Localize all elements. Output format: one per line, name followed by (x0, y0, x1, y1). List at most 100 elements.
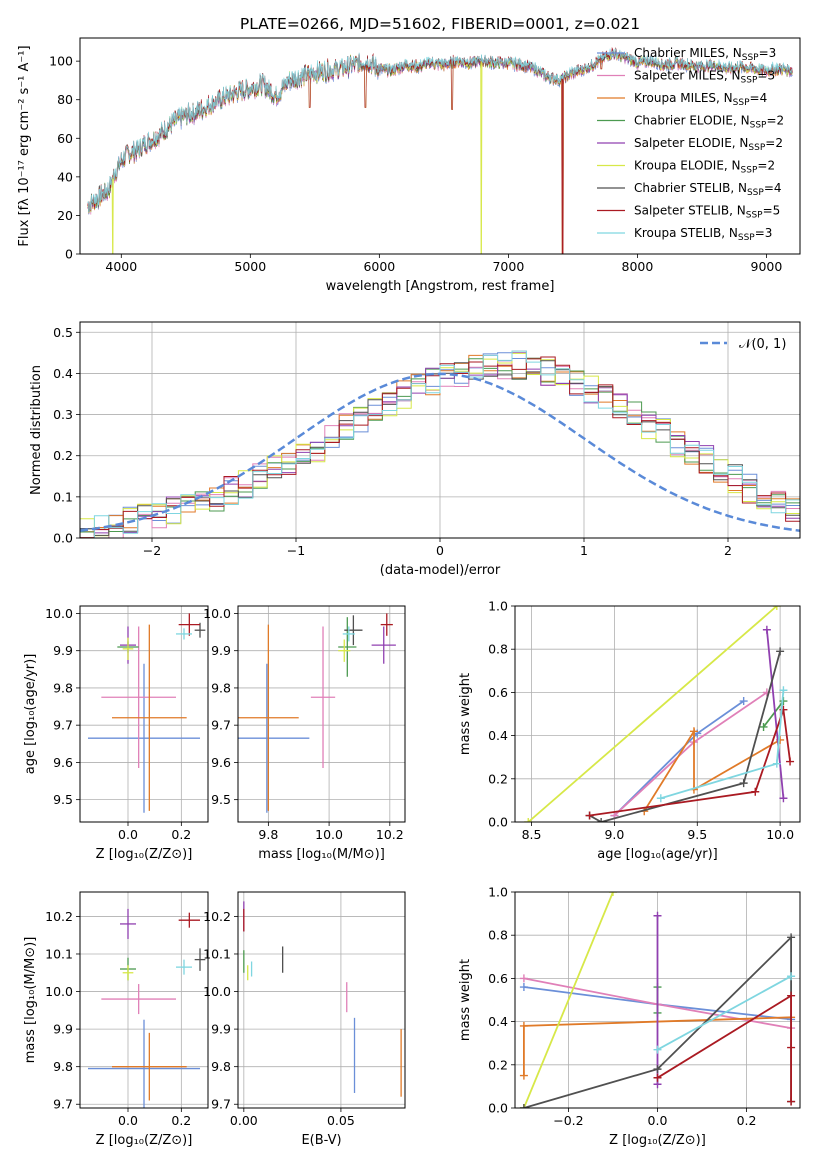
x-tick-label: −2 (143, 543, 161, 558)
weight-marker (776, 647, 785, 656)
age_vs_mass-panel: 9.8 10.0 10.2 9.5 9.6 9.7 9.8 9.9 10.0 mass [log₁… (203, 605, 406, 862)
histogram-chabrier-stelib (80, 360, 800, 538)
y-tick-label: 10.0 (203, 984, 231, 999)
x-tick-label: −1 (287, 543, 305, 558)
legend-label: Salpeter STELIB, NSSP=5 (634, 204, 780, 221)
x-tick-label: 9000 (751, 259, 783, 274)
y-tick-label: 9.9 (211, 1022, 231, 1037)
x-tick-label: 0 (436, 543, 444, 558)
weight-marker (762, 625, 771, 634)
weight-lines (524, 606, 795, 822)
y-tick-label: 0.2 (488, 771, 508, 786)
y-tick-label: 9.8 (53, 1059, 73, 1074)
weight-line (589, 709, 791, 817)
weight-marker (772, 606, 781, 610)
x-tick-label: 1 (580, 543, 588, 558)
y-axis-label: mass weight (458, 673, 473, 755)
histograms (80, 350, 800, 538)
x-axis-label: E(B-V) (301, 1133, 341, 1148)
legend-label: Salpeter ELODIE, NSSP=2 (634, 136, 783, 153)
errorbars (88, 908, 206, 1108)
x-axis-label: wavelength [Angstrom, rest frame] (326, 279, 555, 294)
y-tick-label: 9.5 (211, 792, 231, 807)
y-tick-label: 10.2 (45, 909, 73, 924)
plot-frame (79, 891, 209, 1109)
weight-marker (608, 892, 617, 896)
histogram-kroupa-stelib (80, 350, 800, 538)
y-tick-label: 10.0 (203, 606, 231, 621)
histogram-salpeter-elodie (80, 352, 800, 538)
x-tick-label: 0.0 (648, 1113, 668, 1128)
y-tick-label: 9.9 (53, 1022, 73, 1037)
mass_vs_Z-panel: 0.0 0.2 9.7 9.8 9.9 10.0 10.1 10.2 Z [log₁₀(Z/Z⊙… (23, 891, 209, 1148)
y-tick-label: 60 (57, 131, 73, 146)
histogram-kroupa-miles (80, 354, 800, 538)
x-tick-label: 9.8 (258, 827, 278, 842)
histogram-salpeter-stelib (80, 356, 800, 538)
weight-marker (519, 974, 528, 983)
plot-frame (514, 605, 801, 823)
x-tick-label: 9.0 (604, 827, 624, 842)
weight-marker (787, 1097, 796, 1106)
weight-marker (787, 991, 796, 1000)
y-axis-label: Flux [fλ 10⁻¹⁷ erg cm⁻² s⁻¹ A⁻¹] (17, 45, 32, 246)
x-tick-label: 10.0 (766, 827, 794, 842)
y-tick-label: 0.4 (53, 366, 73, 381)
x-tick-label: 0.2 (737, 1113, 757, 1128)
y-tick-label: 0.0 (488, 815, 508, 830)
weight-line (766, 629, 785, 799)
weight-marker (585, 811, 594, 820)
spectrum-legend: Chabrier MILES, NSSP=3 Salpeter MILES, NS… (597, 46, 784, 243)
y-tick-label: 20 (57, 208, 73, 223)
residual-legend: 𝒩(0, 1) (700, 337, 786, 352)
weight-marker (787, 933, 796, 942)
errorbars (238, 613, 396, 813)
weight-line (527, 606, 778, 822)
x-tick-label: 8000 (622, 259, 654, 274)
weight-line (657, 975, 792, 1051)
y-tick-label: 9.7 (211, 718, 231, 733)
legend-label: Chabrier STELIB, NSSP=4 (634, 181, 782, 198)
y-axis-label: Normed distribution (29, 365, 44, 495)
legend-label: Kroupa STELIB, NSSP=3 (634, 226, 772, 243)
plot-frame (79, 605, 209, 823)
legend-label: Salpeter MILES, NSSP=3 (634, 69, 775, 86)
weight-marker (656, 794, 665, 803)
residuals-panel: −2 −1 0 1 2 0.0 0.1 0.2 0.3 0.4 0.5 (data-model)/er… (29, 321, 801, 578)
y-tick-label: 0.8 (488, 928, 508, 943)
y-tick-label: 0.2 (488, 1057, 508, 1072)
spectrum-kroupa-stelib (87, 48, 793, 213)
weight-marker (689, 727, 698, 736)
weight-line (589, 651, 781, 822)
gaussian-curve (80, 372, 800, 533)
weight-marker (653, 911, 662, 920)
weight-marker (779, 794, 788, 803)
weight-line (523, 892, 614, 1108)
spectrum-lines (87, 46, 793, 254)
weight-marker (787, 1043, 796, 1052)
y-tick-label: 9.8 (211, 1059, 231, 1074)
figure-title: PLATE=0266, MJD=51602, FIBERID=0001, z=0… (240, 15, 640, 33)
errorbars (243, 901, 402, 1097)
y-tick-label: 1.0 (488, 599, 508, 614)
y-tick-label: 9.8 (53, 680, 73, 695)
x-tick-label: 8.5 (522, 827, 542, 842)
chart-layer: 4000 5000 6000 7000 8000 9000020406080100wave… (17, 37, 801, 1148)
weight-marker (739, 697, 748, 706)
weight-marker (779, 686, 788, 695)
x-tick-label: 0.0 (118, 1113, 138, 1128)
histogram-salpeter-miles (80, 350, 800, 538)
y-tick-label: 40 (57, 169, 73, 184)
y-tick-label: 9.9 (211, 643, 231, 658)
x-axis-label: Z [log₁₀(Z/Z⊙)] (96, 1133, 193, 1148)
y-tick-label: 9.5 (53, 792, 73, 807)
y-tick-label: 10.1 (203, 946, 231, 961)
y-tick-label: 9.7 (53, 1097, 73, 1112)
plot-frame (237, 605, 406, 823)
x-tick-label: 0.05 (327, 1113, 355, 1128)
y-tick-label: 0.6 (488, 685, 508, 700)
weight-marker (759, 722, 768, 731)
x-tick-label: 4000 (105, 259, 137, 274)
weight-line (657, 994, 792, 1102)
y-tick-label: 10.0 (45, 984, 73, 999)
